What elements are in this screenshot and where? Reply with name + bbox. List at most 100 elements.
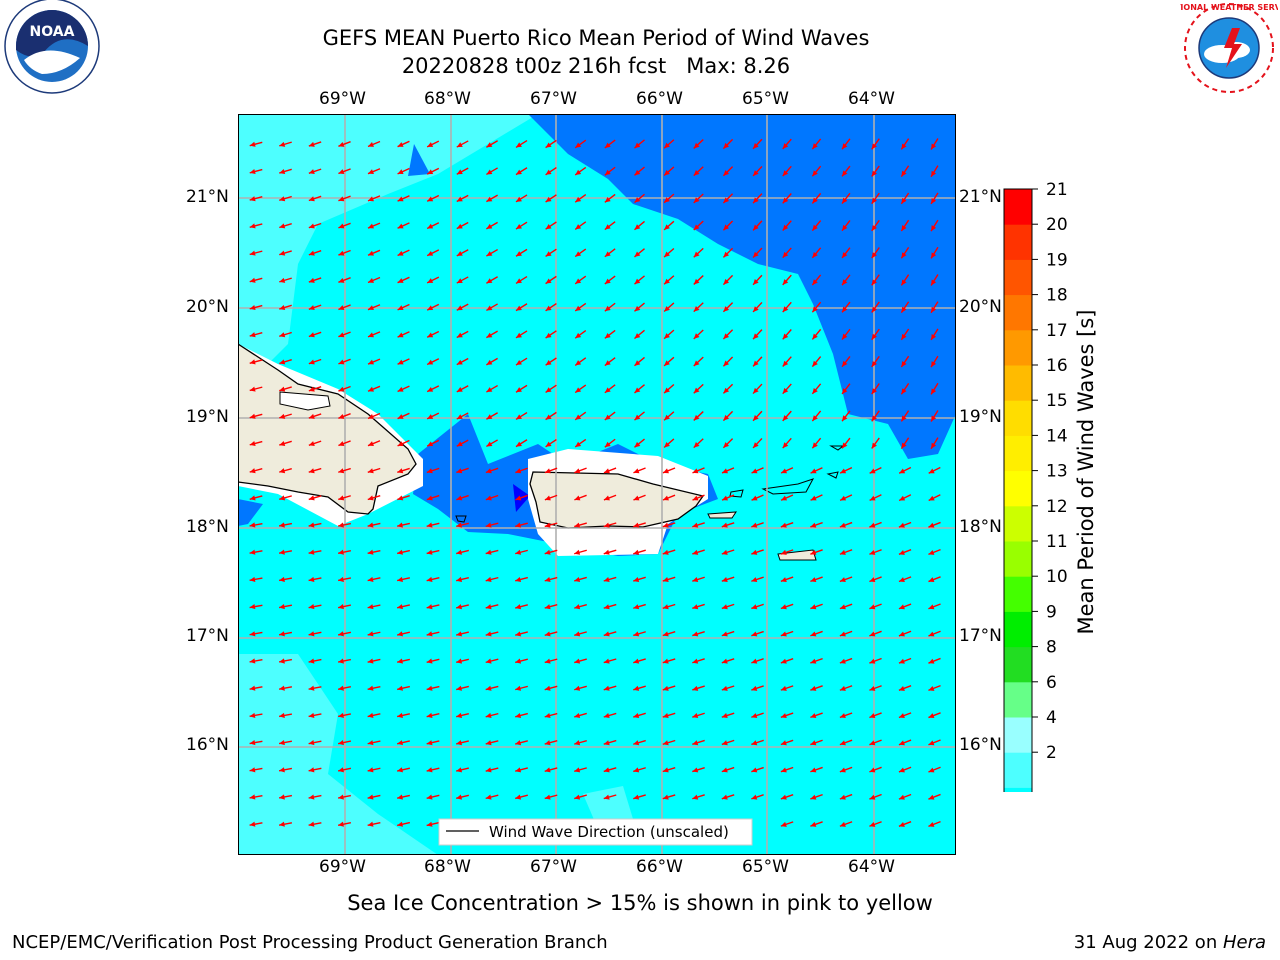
wind-wave-arrow: [871, 437, 880, 449]
colorbar-segment: [1004, 470, 1032, 507]
wind-wave-arrow: [780, 603, 794, 610]
lon-label-bottom: 67°W: [530, 857, 577, 877]
wind-wave-arrow: [898, 793, 912, 800]
wind-wave-arrow: [782, 165, 792, 177]
wind-wave-arrow: [811, 165, 822, 177]
colorbar-segment: [1004, 400, 1032, 436]
wind-wave-arrow: [692, 467, 705, 474]
wind-wave-arrow: [278, 522, 293, 528]
wind-wave-arrow: [397, 412, 410, 420]
lon-label-bottom: 68°W: [424, 857, 471, 877]
wind-wave-arrow: [633, 576, 646, 583]
wind-wave-arrow: [249, 250, 263, 256]
wind-wave-arrow: [456, 767, 469, 773]
colorbar-tick-label: 9: [1046, 602, 1057, 622]
wind-wave-arrow: [544, 767, 558, 773]
wind-wave-arrow: [426, 576, 440, 582]
wind-wave-arrow: [721, 467, 735, 474]
wind-wave-arrow: [249, 522, 263, 528]
colorbar-tick-label: 11: [1046, 532, 1068, 552]
wind-wave-arrow: [693, 166, 704, 177]
wind-wave-arrow: [603, 685, 617, 691]
wind-wave-arrow: [367, 195, 381, 202]
colorbar-segment: [1004, 611, 1032, 648]
wind-wave-arrow: [485, 740, 499, 746]
wind-wave-arrow: [869, 576, 882, 583]
hispaniola-bay: [279, 391, 331, 411]
wind-wave-arrow: [278, 576, 293, 582]
wind-wave-arrow: [663, 356, 675, 367]
colorbar-segment: [1004, 717, 1032, 753]
wind-wave-arrow: [663, 166, 675, 177]
wind-wave-arrow: [337, 767, 352, 773]
wind-wave-arrow: [871, 274, 880, 286]
footer-right: 31 Aug 2022 on Hera: [1074, 932, 1266, 953]
wind-wave-arrow: [869, 466, 882, 474]
wind-wave-arrow: [545, 221, 557, 230]
wind-wave-arrow: [633, 767, 646, 773]
wind-wave-arrow: [485, 494, 499, 501]
wind-wave-arrow: [574, 302, 587, 312]
wind-wave-arrow: [752, 301, 763, 313]
wind-wave-arrow: [279, 304, 292, 311]
wind-wave-arrow: [693, 193, 704, 204]
wind-wave-arrow: [603, 467, 617, 474]
wind-wave-arrow: [279, 250, 292, 256]
wind-wave-arrow: [367, 658, 381, 664]
wind-wave-arrow: [545, 330, 557, 339]
wind-wave-arrow: [456, 194, 469, 203]
wave-period-map: Wind Wave Direction (unscaled): [237, 113, 957, 856]
wind-wave-arrow: [278, 604, 293, 610]
wind-wave-arrow: [752, 138, 763, 150]
wind-wave-arrow: [456, 712, 469, 718]
wind-wave-arrow: [367, 276, 381, 284]
wind-wave-arrow: [898, 521, 912, 528]
chart-title: GEFS MEAN Puerto Rico Mean Period of Win…: [322, 26, 870, 50]
wind-wave-arrow: [545, 194, 557, 203]
wind-wave-arrow: [900, 138, 910, 150]
wind-wave-arrow: [692, 603, 705, 610]
wind-wave-arrow: [752, 356, 763, 367]
wind-wave-arrow: [811, 383, 822, 395]
wind-wave-arrow: [722, 274, 734, 286]
wind-wave-arrow: [249, 576, 263, 582]
wind-wave-arrow: [574, 139, 587, 149]
wind-wave-arrow: [367, 249, 381, 256]
wind-wave-arrow: [397, 549, 410, 555]
wind-wave-arrow: [249, 359, 263, 365]
wind-wave-arrow: [633, 467, 646, 474]
wind-wave-arrow: [486, 221, 498, 230]
wind-wave-arrow: [544, 467, 558, 474]
wind-wave-arrow: [337, 522, 352, 528]
colorbar-segment: [1004, 435, 1032, 472]
wind-wave-arrow: [485, 685, 499, 691]
wind-wave-arrow: [279, 277, 292, 283]
wind-wave-arrow: [308, 685, 322, 691]
wind-wave-arrow: [869, 603, 882, 610]
wind-wave-arrow: [811, 328, 822, 340]
wind-wave-arrow: [574, 166, 587, 176]
wind-wave-arrow: [603, 739, 617, 746]
noaa-logo: NOAA: [2, 0, 102, 100]
wind-wave-arrow: [692, 549, 705, 555]
wind-wave-arrow: [634, 275, 645, 285]
wind-wave-arrow: [662, 494, 676, 501]
wind-wave-arrow: [515, 384, 528, 393]
wind-wave-arrow: [898, 466, 912, 474]
wind-wave-arrow: [928, 766, 941, 773]
wind-wave-arrow: [721, 603, 735, 610]
wind-wave-arrow: [544, 685, 558, 691]
wind-wave-arrow: [515, 248, 528, 257]
wind-wave-arrow: [928, 793, 941, 800]
wind-wave-arrow: [898, 821, 912, 827]
wind-wave-arrow: [367, 385, 381, 392]
wind-wave-arrow: [752, 383, 763, 395]
wind-wave-arrow: [930, 138, 939, 150]
wind-wave-arrow: [810, 685, 823, 691]
wind-wave-arrow: [693, 275, 704, 285]
wind-wave-arrow: [249, 604, 263, 610]
wind-wave-arrow: [871, 355, 880, 368]
wind-wave-arrow: [515, 712, 528, 719]
wind-wave-arrow: [367, 440, 381, 447]
wind-wave-arrow: [928, 494, 941, 502]
